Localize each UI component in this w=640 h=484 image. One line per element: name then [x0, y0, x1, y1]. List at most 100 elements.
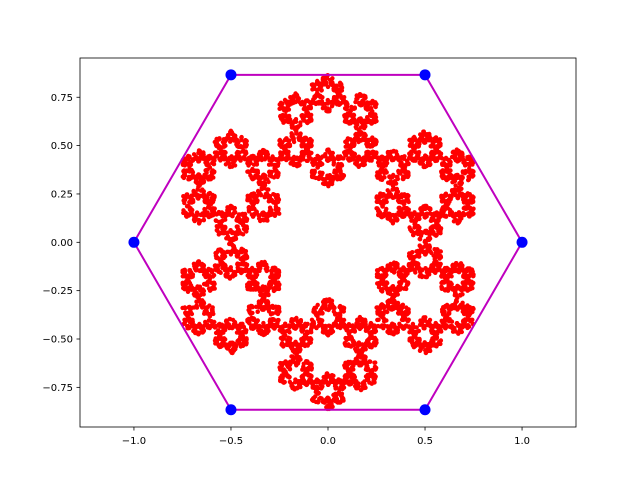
fractal-point: [210, 197, 215, 202]
fractal-point: [384, 318, 389, 323]
fractal-point: [374, 199, 379, 204]
fractal-point: [246, 169, 251, 174]
fractal-point: [192, 218, 197, 224]
fractal-point: [263, 292, 268, 298]
fractal-point: [337, 400, 342, 405]
fractal-point: [278, 106, 283, 111]
fractal-point: [329, 302, 334, 307]
fractal-point: [214, 224, 219, 229]
fractal-point: [381, 326, 386, 331]
fractal-point: [417, 322, 423, 327]
fractal-point: [323, 154, 328, 159]
fractal-point: [210, 160, 215, 166]
fractal-point: [459, 180, 464, 186]
fractal-point: [233, 236, 239, 241]
fractal-point: [206, 318, 212, 323]
fractal-point: [194, 303, 199, 308]
fractal-point: [421, 315, 426, 320]
fractal-point: [369, 158, 374, 163]
fractal-point: [455, 175, 460, 181]
fractal-point: [251, 274, 256, 279]
fractal-point: [350, 323, 355, 329]
fractal-point: [316, 398, 321, 404]
fractal-point: [264, 187, 270, 192]
fractal-point: [452, 178, 458, 184]
fractal-point: [455, 172, 460, 178]
fractal-point: [209, 307, 215, 312]
fractal-point: [433, 254, 438, 260]
fractal-point: [323, 328, 328, 333]
fractal-point: [283, 323, 288, 329]
fractal-point: [190, 207, 195, 213]
fractal-point: [357, 102, 362, 107]
fractal-point: [352, 329, 357, 334]
fractal-point: [417, 274, 422, 279]
fractal-point: [275, 163, 280, 168]
fractal-point: [300, 149, 305, 155]
fractal-point: [423, 228, 428, 234]
fractal-point: [467, 214, 472, 219]
fractal-point: [286, 152, 291, 157]
fractal-point: [306, 373, 312, 378]
fractal-point: [431, 266, 436, 272]
fractal-point: [263, 177, 268, 182]
fractal-point: [300, 375, 305, 380]
fractal-point: [388, 286, 393, 291]
fractal-point: [211, 175, 216, 180]
fractal-point: [305, 360, 310, 365]
fractal-point: [184, 204, 190, 209]
fractal-point: [376, 317, 381, 322]
fractal-point: [345, 119, 350, 124]
fractal-point: [222, 226, 228, 231]
fractal-point: [397, 212, 402, 218]
fractal-point: [368, 330, 373, 335]
fractal-point: [224, 320, 230, 325]
fractal-point: [360, 342, 365, 347]
fractal-point: [195, 260, 200, 265]
fractal-point: [181, 210, 186, 216]
fractal-point: [195, 330, 200, 335]
fractal-point: [194, 263, 199, 269]
fractal-point: [246, 159, 252, 164]
fractal-point: [207, 201, 213, 206]
fractal-point: [282, 379, 287, 385]
fractal-point: [390, 187, 395, 192]
fractal-point: [239, 250, 244, 255]
fractal-point: [344, 365, 350, 371]
fractal-point: [406, 253, 412, 259]
fractal-point: [204, 198, 210, 203]
fractal-point: [278, 152, 284, 158]
fractal-point: [338, 393, 344, 398]
fractal-point: [345, 336, 351, 341]
fractal-point: [280, 341, 285, 347]
fractal-point: [310, 82, 315, 87]
fractal-point: [375, 156, 381, 161]
fractal-point: [325, 148, 330, 153]
fractal-point: [411, 332, 417, 337]
fractal-point: [290, 122, 295, 128]
fractal-point: [394, 326, 399, 332]
fractal-point: [460, 300, 465, 305]
fractal-point: [206, 177, 211, 182]
fractal-point: [462, 205, 467, 210]
fractal-point: [320, 324, 326, 329]
fractal-point: [416, 150, 422, 155]
fractal-point: [280, 101, 285, 106]
fractal-point: [250, 310, 255, 316]
fractal-point: [315, 81, 320, 87]
fractal-point: [395, 176, 400, 182]
fractal-point: [453, 183, 458, 188]
fractal-point: [328, 399, 333, 404]
fractal-point: [281, 106, 287, 112]
fractal-point: [185, 192, 190, 197]
fractal-point: [231, 347, 236, 353]
fractal-point: [381, 201, 386, 206]
fractal-point: [193, 154, 199, 159]
fractal-point: [201, 263, 207, 268]
fractal-point: [355, 135, 360, 140]
fractal-point: [381, 303, 386, 309]
fractal-point: [186, 156, 191, 162]
fractal-point: [219, 223, 224, 228]
